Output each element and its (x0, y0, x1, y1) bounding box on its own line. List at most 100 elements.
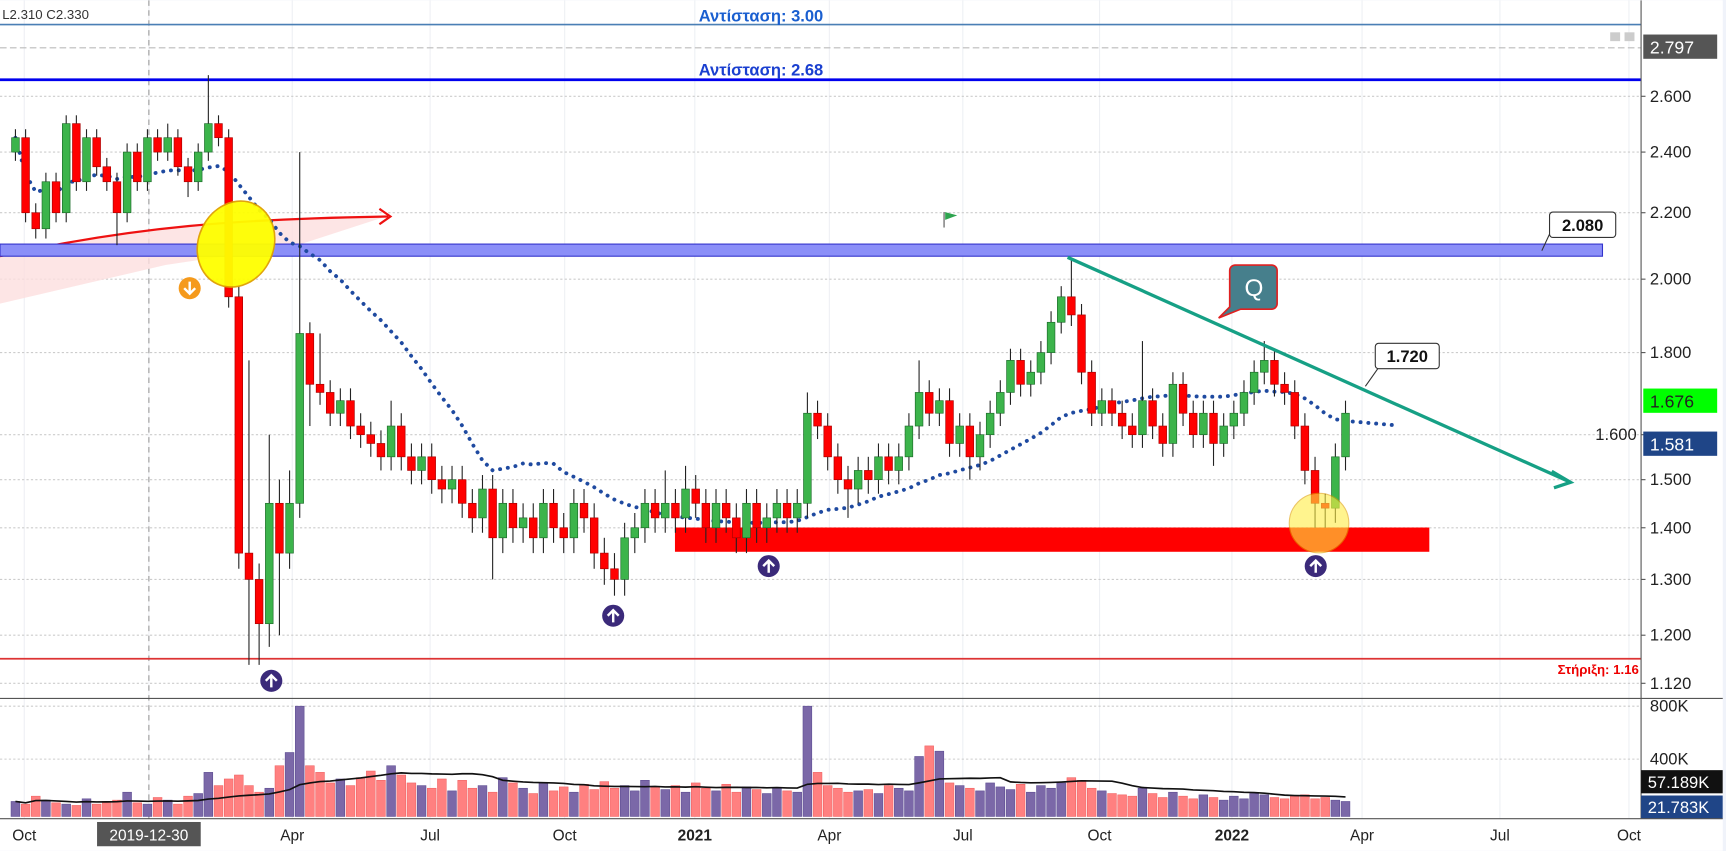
candle[interactable] (1107, 388, 1117, 427)
candle[interactable] (762, 503, 771, 543)
candle[interactable] (173, 129, 183, 176)
candle[interactable] (163, 123, 172, 161)
candle[interactable] (265, 434, 274, 647)
candle[interactable] (711, 489, 721, 543)
candle[interactable] (498, 489, 507, 554)
candle[interactable] (417, 443, 426, 485)
flag-icon[interactable] (943, 212, 958, 228)
candle[interactable] (721, 489, 731, 533)
candle[interactable] (11, 129, 20, 161)
candle[interactable] (935, 388, 944, 427)
candle[interactable] (518, 503, 528, 543)
candle[interactable] (102, 157, 112, 191)
candle[interactable] (1290, 380, 1299, 440)
candle[interactable] (1087, 360, 1096, 427)
candle[interactable] (539, 489, 548, 554)
candle[interactable] (457, 465, 467, 518)
candle[interactable] (1239, 380, 1249, 427)
candle[interactable] (1158, 413, 1167, 457)
candle[interactable] (234, 286, 244, 569)
candle[interactable] (478, 475, 487, 533)
candle[interactable] (996, 380, 1005, 427)
candle[interactable] (681, 465, 690, 533)
candle[interactable] (1189, 400, 1198, 448)
candle[interactable] (955, 413, 964, 457)
candle[interactable] (925, 380, 934, 427)
candle[interactable] (1249, 360, 1259, 405)
candle[interactable] (569, 489, 579, 554)
arrow-up-circle-icon[interactable] (260, 669, 283, 692)
candle[interactable] (610, 553, 619, 596)
candle[interactable] (782, 489, 792, 533)
resistance-zone[interactable] (0, 243, 1604, 257)
candle[interactable] (41, 172, 51, 239)
scroll-down-button[interactable] (1610, 32, 1621, 42)
candle[interactable] (407, 443, 416, 485)
candle[interactable] (122, 143, 132, 223)
candle[interactable] (92, 129, 101, 176)
candle[interactable] (1026, 360, 1035, 397)
candle[interactable] (1209, 400, 1218, 466)
candle[interactable] (630, 512, 639, 554)
candle[interactable] (640, 489, 650, 543)
candle[interactable] (864, 456, 873, 494)
candle[interactable] (336, 388, 345, 427)
candle[interactable] (133, 143, 142, 191)
candle[interactable] (691, 475, 700, 518)
candle[interactable] (772, 489, 782, 533)
candle[interactable] (1148, 388, 1157, 440)
trend-line[interactable] (1066, 255, 1572, 484)
candle[interactable] (397, 413, 406, 471)
candle[interactable] (31, 203, 40, 239)
candle[interactable] (1006, 348, 1015, 405)
candle[interactable] (305, 322, 315, 427)
candle[interactable] (661, 470, 670, 533)
arrow-up-circle-icon[interactable] (602, 604, 625, 627)
candle[interactable] (600, 537, 609, 585)
candle[interactable] (650, 489, 660, 533)
candle[interactable] (72, 115, 81, 191)
candle[interactable] (468, 489, 477, 533)
candle[interactable] (945, 388, 954, 457)
candle[interactable] (833, 443, 843, 494)
candle[interactable] (427, 443, 436, 494)
candle[interactable] (325, 380, 335, 427)
candle[interactable] (143, 129, 152, 191)
arrow-up-circle-icon[interactable] (757, 555, 780, 578)
callout-q[interactable] (1218, 264, 1278, 319)
candle[interactable] (1260, 341, 1269, 385)
candle[interactable] (965, 413, 975, 480)
candle[interactable] (1219, 413, 1228, 457)
candle[interactable] (295, 152, 304, 518)
candle[interactable] (914, 360, 924, 440)
candle[interactable] (1067, 258, 1076, 327)
candle[interactable] (51, 172, 61, 223)
candle[interactable] (1300, 413, 1310, 485)
candle[interactable] (1097, 388, 1107, 427)
candle[interactable] (732, 503, 741, 554)
candle[interactable] (386, 400, 396, 471)
candle[interactable] (488, 475, 497, 580)
candle[interactable] (437, 465, 447, 504)
candle[interactable] (153, 129, 162, 161)
candle[interactable] (1117, 400, 1127, 440)
candle[interactable] (244, 360, 254, 665)
highlight-circle[interactable] (1288, 492, 1350, 554)
candle[interactable] (589, 503, 599, 569)
candle[interactable] (559, 512, 568, 554)
candle[interactable] (752, 489, 761, 543)
candle[interactable] (823, 413, 832, 471)
candle[interactable] (813, 400, 822, 440)
candle[interactable] (285, 470, 294, 569)
candle[interactable] (1016, 348, 1025, 397)
options-button[interactable] (1624, 32, 1635, 42)
arrow-up-circle-icon[interactable] (1304, 555, 1327, 578)
candle[interactable] (529, 503, 538, 554)
candle[interactable] (275, 479, 284, 636)
candle[interactable] (1036, 341, 1046, 385)
candle[interactable] (1229, 400, 1239, 440)
candle[interactable] (1280, 372, 1289, 405)
candle[interactable] (904, 413, 914, 471)
candle[interactable] (112, 172, 122, 246)
candle[interactable] (1138, 341, 1147, 448)
